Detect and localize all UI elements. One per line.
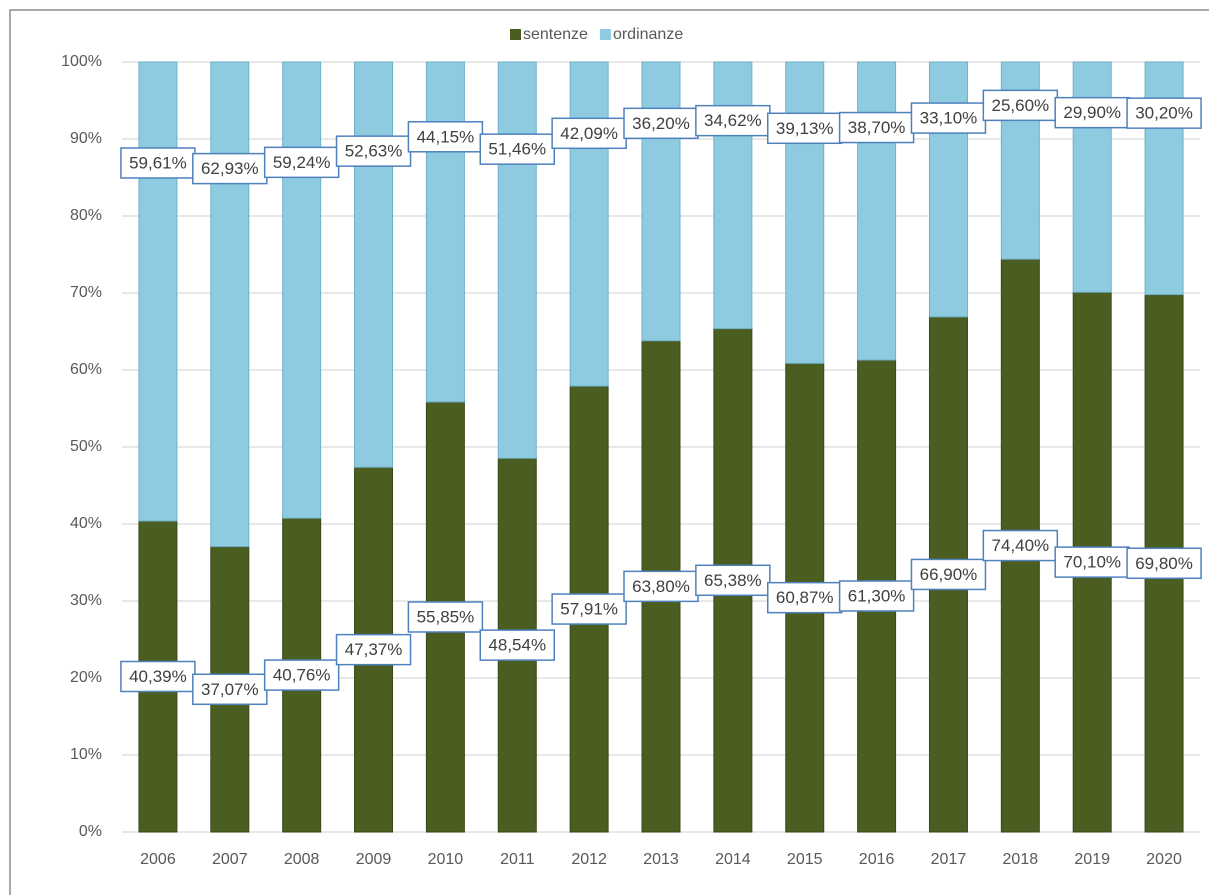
data-label: 65,38% bbox=[704, 571, 762, 590]
x-tick-label: 2006 bbox=[140, 851, 176, 868]
legend-swatch bbox=[599, 29, 611, 40]
data-label: 36,20% bbox=[632, 114, 690, 133]
data-label-box bbox=[335, 633, 412, 666]
x-tick-label: 2011 bbox=[500, 851, 535, 868]
data-label: 38,70% bbox=[848, 118, 906, 137]
data-label-box bbox=[479, 133, 556, 165]
data-label: 59,24% bbox=[273, 153, 331, 172]
y-tick-label: 0% bbox=[79, 823, 102, 840]
bar-segment bbox=[928, 61, 968, 318]
data-label: 70,10% bbox=[1063, 553, 1121, 572]
data-label-box bbox=[263, 146, 340, 179]
bar-segment bbox=[713, 61, 753, 330]
legend-label: ordinanze bbox=[613, 26, 683, 43]
y-tick-label: 20% bbox=[70, 669, 102, 686]
data-label-box bbox=[407, 121, 484, 153]
y-tick-label: 80% bbox=[70, 207, 102, 224]
data-label-box bbox=[695, 564, 771, 597]
data-label-box bbox=[263, 659, 340, 691]
y-tick-label: 10% bbox=[70, 746, 102, 763]
y-tick-label: 90% bbox=[70, 130, 102, 147]
data-label: 63,80% bbox=[632, 577, 690, 596]
data-label-box bbox=[551, 117, 627, 150]
data-label: 55,85% bbox=[417, 607, 475, 626]
data-label-box bbox=[551, 593, 627, 625]
x-tick-label: 2014 bbox=[715, 851, 751, 868]
data-label: 51,46% bbox=[488, 140, 546, 159]
y-tick-label: 40% bbox=[70, 515, 102, 532]
bar-segment bbox=[497, 61, 537, 459]
bar-segment bbox=[1144, 61, 1184, 296]
data-label: 42,09% bbox=[560, 124, 618, 143]
x-tick-label: 2007 bbox=[212, 851, 248, 868]
x-tick-label: 2016 bbox=[859, 851, 895, 868]
bar-segment bbox=[138, 61, 178, 522]
data-label-box bbox=[982, 529, 1059, 562]
x-tick-label: 2008 bbox=[284, 851, 320, 868]
bar-segment bbox=[1072, 61, 1112, 293]
data-label: 25,60% bbox=[991, 96, 1049, 115]
bar-segment bbox=[210, 61, 250, 548]
data-label: 74,40% bbox=[991, 536, 1049, 555]
data-label: 60,87% bbox=[776, 588, 834, 607]
data-label: 44,15% bbox=[417, 127, 475, 146]
data-label-box bbox=[695, 104, 771, 137]
x-tick-label: 2015 bbox=[787, 851, 823, 868]
y-tick-label: 70% bbox=[70, 284, 102, 301]
x-tick-label: 2018 bbox=[1003, 851, 1039, 868]
data-label-box bbox=[838, 111, 915, 144]
y-tick-label: 50% bbox=[70, 438, 102, 455]
x-tick-label: 2013 bbox=[643, 851, 679, 868]
data-label: 29,90% bbox=[1063, 103, 1121, 122]
bar-segment bbox=[425, 61, 465, 403]
bar-segment bbox=[569, 61, 609, 387]
data-label: 39,13% bbox=[776, 119, 834, 138]
data-label-box bbox=[910, 102, 987, 134]
data-label: 40,76% bbox=[273, 666, 331, 685]
bar-segment bbox=[857, 61, 897, 361]
y-tick-label: 30% bbox=[70, 592, 102, 609]
data-label: 69,80% bbox=[1135, 554, 1193, 573]
data-label: 33,10% bbox=[920, 109, 978, 128]
bar-segment bbox=[641, 61, 681, 342]
data-label-box bbox=[838, 580, 915, 612]
data-label: 47,37% bbox=[345, 640, 403, 659]
x-tick-label: 2020 bbox=[1146, 851, 1182, 868]
data-label: 66,90% bbox=[920, 565, 978, 584]
x-tick-label: 2019 bbox=[1074, 851, 1110, 868]
x-tick-label: 2009 bbox=[356, 851, 392, 868]
data-label: 34,62% bbox=[704, 111, 762, 130]
bar-segment bbox=[282, 61, 322, 519]
data-label-box bbox=[407, 601, 484, 633]
data-label-box bbox=[1126, 97, 1202, 129]
data-label: 40,39% bbox=[129, 667, 187, 686]
data-label-box bbox=[1054, 546, 1130, 578]
data-label: 52,63% bbox=[345, 142, 403, 161]
data-label: 37,07% bbox=[201, 680, 259, 699]
legend-label: sentenze bbox=[523, 26, 588, 43]
data-label: 61,30% bbox=[848, 586, 906, 605]
data-label-box bbox=[910, 558, 987, 591]
data-label-box bbox=[766, 112, 843, 145]
data-label-box bbox=[623, 570, 699, 603]
data-label-box bbox=[335, 135, 412, 167]
x-tick-label: 2012 bbox=[571, 851, 607, 868]
y-tick-label: 60% bbox=[70, 361, 102, 378]
data-label: 62,93% bbox=[201, 159, 259, 178]
y-tick-label: 100% bbox=[61, 53, 102, 70]
data-label: 59,61% bbox=[129, 153, 187, 172]
x-tick-label: 2010 bbox=[428, 851, 464, 868]
data-label: 57,91% bbox=[560, 600, 618, 619]
data-label: 48,54% bbox=[488, 636, 546, 655]
bar-segment bbox=[354, 61, 394, 468]
x-tick-label: 2017 bbox=[931, 851, 967, 868]
legend-swatch bbox=[510, 29, 521, 40]
data-label-box bbox=[479, 629, 556, 661]
data-label-box bbox=[1126, 547, 1202, 580]
bar-segment bbox=[785, 61, 825, 364]
data-label: 30,20% bbox=[1135, 104, 1193, 123]
